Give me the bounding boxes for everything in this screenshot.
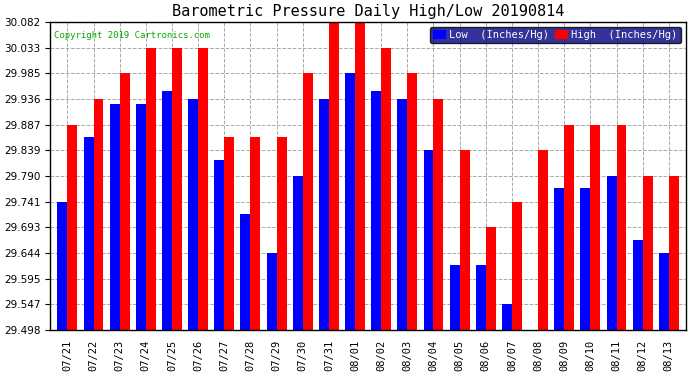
Bar	[293, 176, 303, 330]
Legend: Low  (Inches/Hg), High  (Inches/Hg): Low (Inches/Hg), High (Inches/Hg)	[430, 27, 680, 43]
Bar	[266, 253, 277, 330]
Bar	[250, 137, 260, 330]
Bar	[617, 124, 627, 330]
Bar	[188, 99, 198, 330]
Bar	[319, 99, 329, 330]
Text: Copyright 2019 Cartronics.com: Copyright 2019 Cartronics.com	[54, 31, 210, 40]
Bar	[224, 137, 234, 330]
Bar	[450, 266, 460, 330]
Bar	[162, 91, 172, 330]
Bar	[591, 124, 600, 330]
Bar	[476, 266, 486, 330]
Bar	[502, 304, 512, 330]
Bar	[460, 150, 470, 330]
Bar	[564, 124, 574, 330]
Bar	[424, 150, 433, 330]
Bar	[512, 202, 522, 330]
Bar	[371, 91, 381, 330]
Title: Barometric Pressure Daily High/Low 20190814: Barometric Pressure Daily High/Low 20190…	[172, 4, 564, 19]
Bar	[198, 48, 208, 330]
Bar	[329, 22, 339, 330]
Bar	[633, 240, 642, 330]
Bar	[397, 99, 407, 330]
Bar	[83, 137, 94, 330]
Bar	[215, 160, 224, 330]
Bar	[486, 227, 495, 330]
Bar	[580, 189, 591, 330]
Bar	[407, 73, 417, 330]
Bar	[642, 176, 653, 330]
Bar	[345, 73, 355, 330]
Bar	[172, 48, 182, 330]
Bar	[554, 189, 564, 330]
Bar	[241, 214, 250, 330]
Bar	[94, 99, 104, 330]
Bar	[57, 202, 68, 330]
Bar	[659, 253, 669, 330]
Bar	[669, 176, 679, 330]
Bar	[277, 137, 286, 330]
Bar	[538, 150, 548, 330]
Bar	[433, 99, 444, 330]
Bar	[68, 124, 77, 330]
Bar	[119, 73, 130, 330]
Bar	[303, 73, 313, 330]
Bar	[110, 104, 119, 330]
Bar	[355, 22, 365, 330]
Bar	[607, 176, 617, 330]
Bar	[146, 48, 156, 330]
Bar	[136, 104, 146, 330]
Bar	[381, 48, 391, 330]
